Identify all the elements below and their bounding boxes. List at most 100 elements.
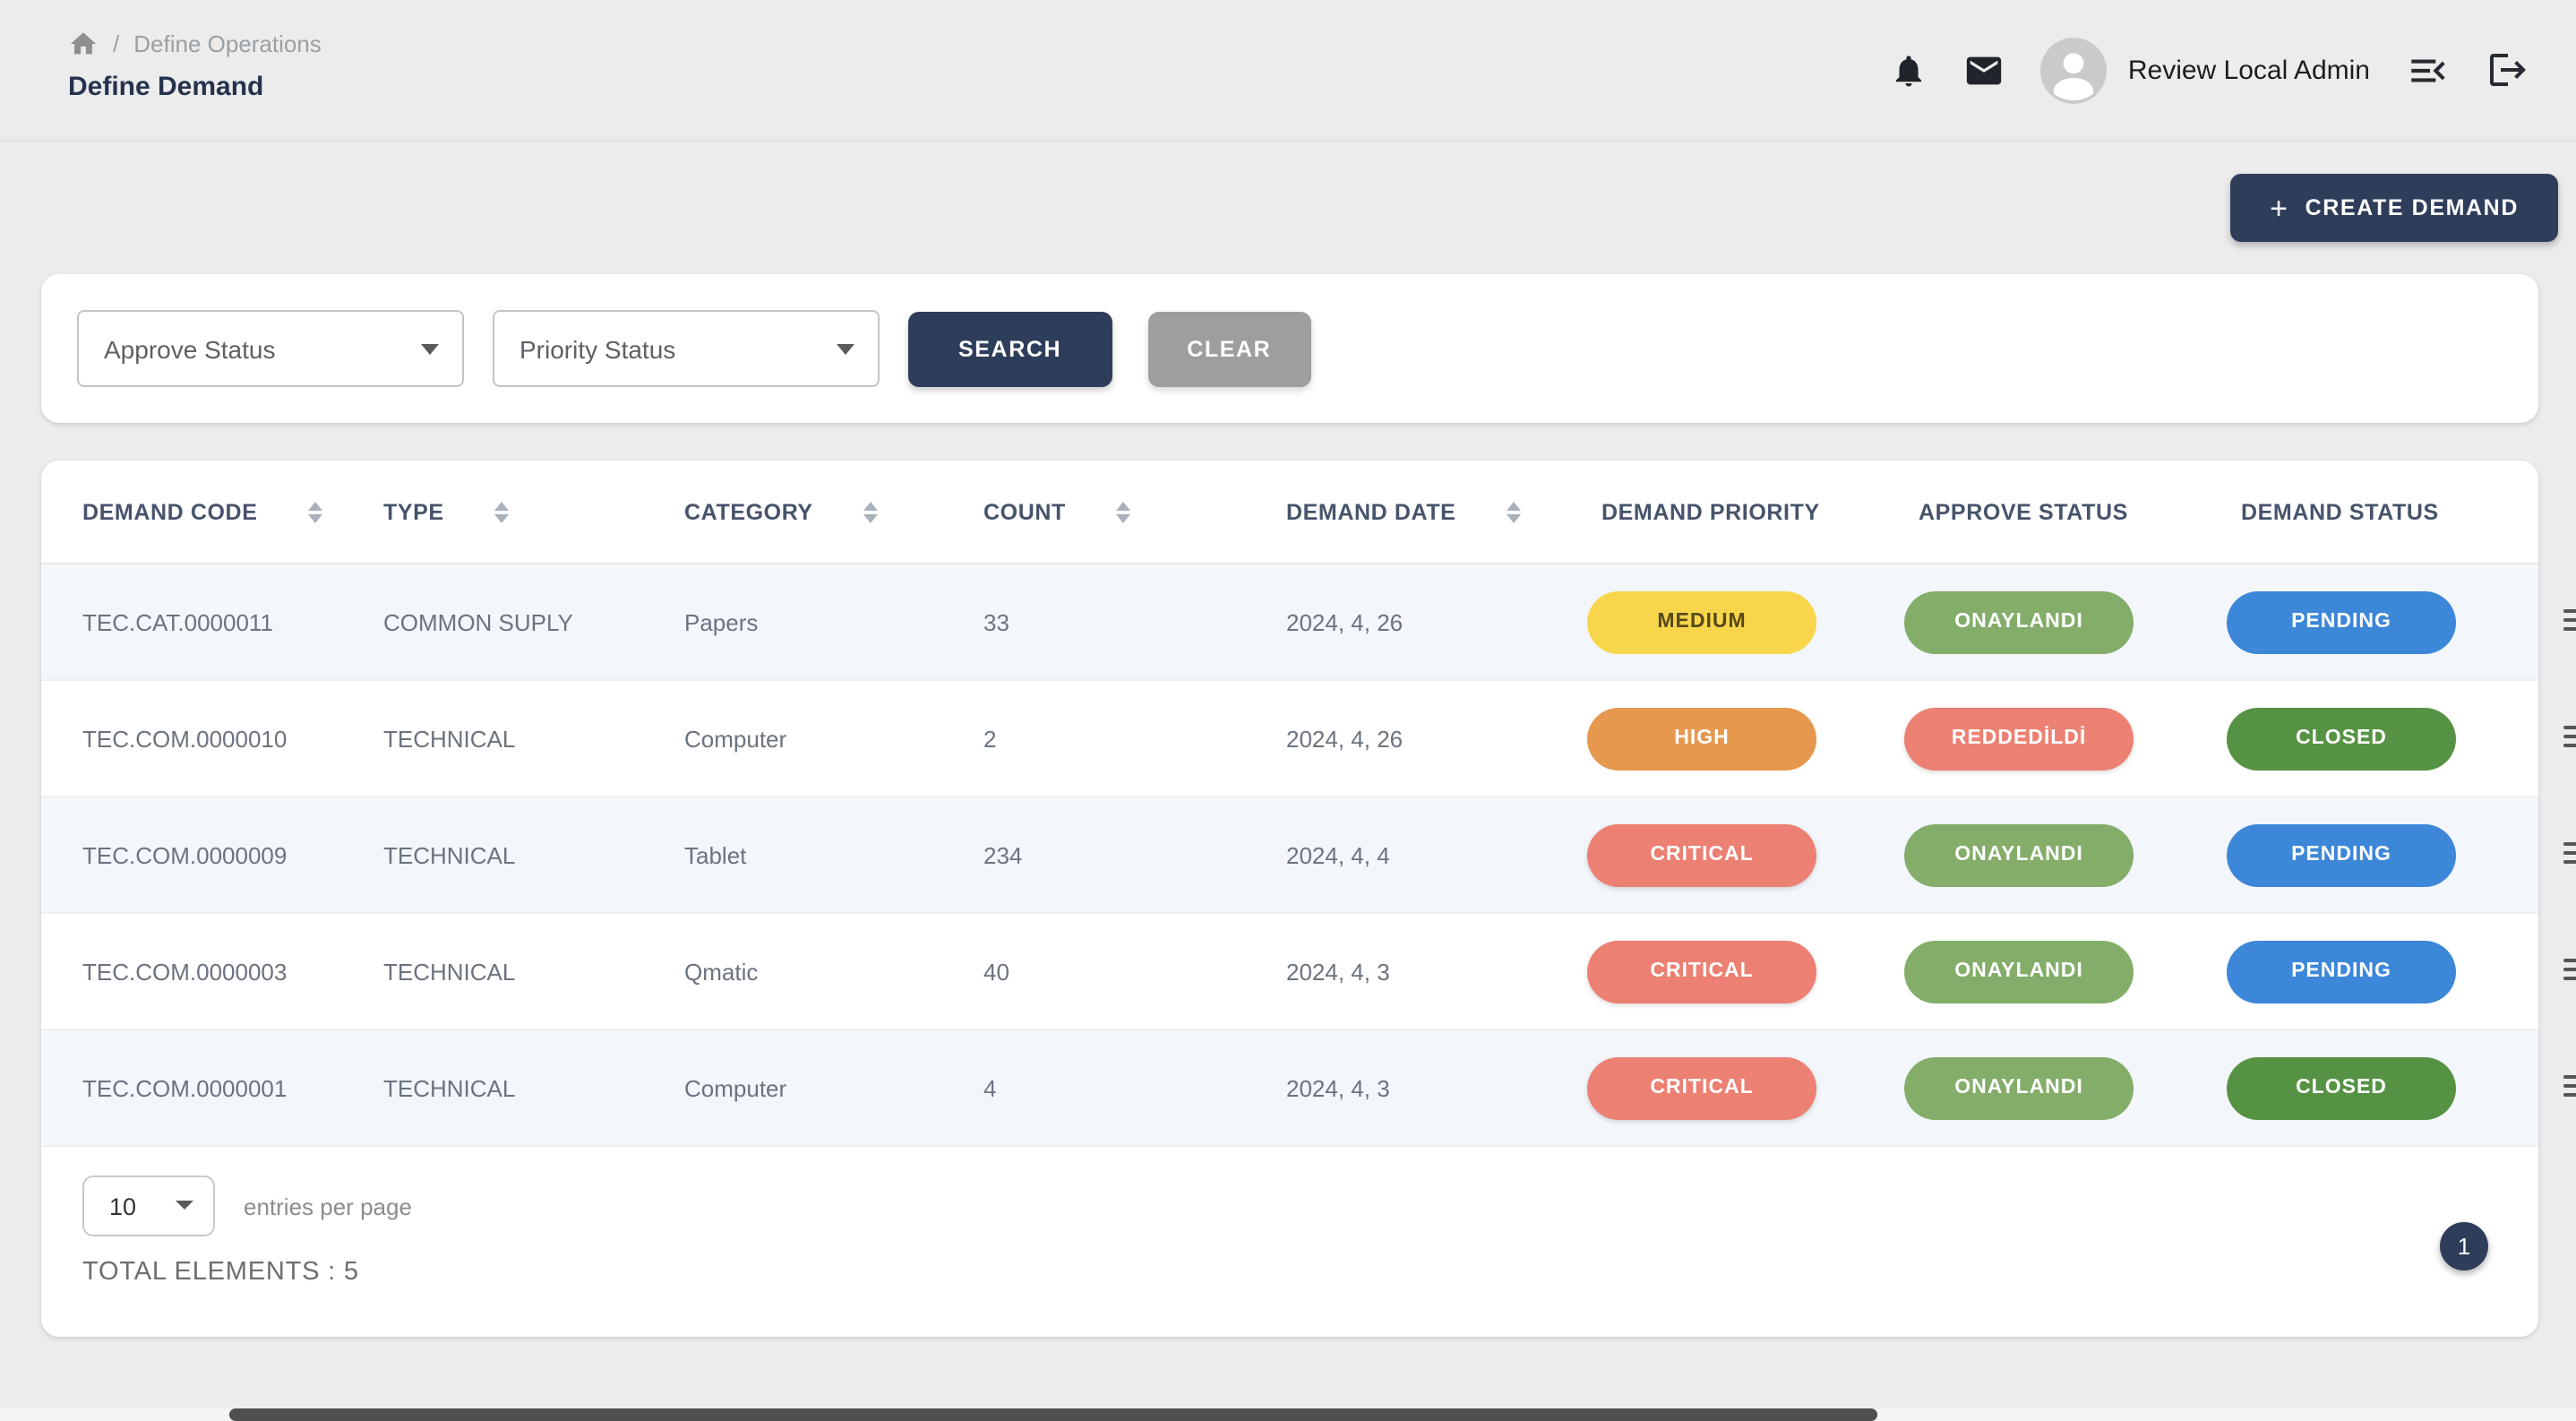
table-header: DEMAND CODE TYPE CATEGORY COUNT DEMAND D… bbox=[41, 461, 2538, 564]
sort-icon[interactable] bbox=[1506, 501, 1521, 522]
cell-category: Qmatic bbox=[684, 958, 759, 985]
column-header-demand-status: DEMAND STATUS bbox=[2241, 499, 2439, 524]
cell-demand-date: 2024, 4, 4 bbox=[1286, 841, 1390, 868]
cell-count: 33 bbox=[983, 608, 1009, 635]
table-row: TEC.COM.0000009 TECHNICAL Tablet 234 202… bbox=[41, 797, 2576, 914]
create-demand-label: CREATE DEMAND bbox=[2305, 195, 2519, 220]
priority-badge: CRITICAL bbox=[1587, 1056, 1816, 1119]
priority-status-select[interactable]: Priority Status bbox=[493, 310, 880, 387]
cell-demand-code: TEC.COM.0000009 bbox=[82, 841, 288, 868]
approve-status-badge: ONAYLANDI bbox=[1904, 823, 2134, 886]
bell-icon[interactable] bbox=[1890, 51, 1928, 89]
cell-demand-code: TEC.COM.0000001 bbox=[82, 1074, 288, 1101]
sort-icon[interactable] bbox=[307, 501, 322, 522]
cell-demand-code: TEC.CAT.0000011 bbox=[82, 608, 273, 635]
page-size-select[interactable]: 10 bbox=[82, 1176, 215, 1236]
demand-status-badge: PENDING bbox=[2227, 590, 2456, 653]
horizontal-scrollbar[interactable] bbox=[229, 1408, 1877, 1421]
cell-type: COMMON SUPLY bbox=[383, 608, 573, 635]
table-row: TEC.COM.0000003 TECHNICAL Qmatic 40 2024… bbox=[41, 914, 2576, 1030]
cell-category: Papers bbox=[684, 608, 759, 635]
filter-card: Approve Status Priority Status SEARCH CL… bbox=[41, 274, 2538, 423]
demand-status-badge: CLOSED bbox=[2227, 1056, 2456, 1119]
create-demand-button[interactable]: + CREATE DEMAND bbox=[2230, 174, 2558, 242]
toolbar-row: + CREATE DEMAND bbox=[0, 142, 2576, 242]
priority-badge: CRITICAL bbox=[1587, 940, 1816, 1003]
table-row: TEC.COM.0000001 TECHNICAL Computer 4 202… bbox=[41, 1030, 2576, 1147]
row-menu-icon[interactable] bbox=[2563, 959, 2576, 980]
top-bar: / Define Operations Define Demand Review… bbox=[0, 0, 2576, 142]
cell-count: 234 bbox=[983, 841, 1023, 868]
cell-demand-date: 2024, 4, 3 bbox=[1286, 958, 1390, 985]
cell-demand-code: TEC.COM.0000003 bbox=[82, 958, 288, 985]
row-menu-icon[interactable] bbox=[2563, 609, 2576, 631]
approve-status-select-value: Approve Status bbox=[104, 334, 276, 363]
total-elements-label: TOTAL ELEMENTS : 5 bbox=[82, 1258, 359, 1287]
demand-status-badge: PENDING bbox=[2227, 940, 2456, 1003]
cell-type: TECHNICAL bbox=[383, 1074, 516, 1101]
column-header-demand-code[interactable]: DEMAND CODE bbox=[82, 499, 383, 524]
column-header-category[interactable]: CATEGORY bbox=[684, 499, 983, 524]
plus-icon: + bbox=[2270, 191, 2289, 225]
logout-icon[interactable] bbox=[2486, 48, 2529, 91]
sort-icon[interactable] bbox=[863, 501, 878, 522]
table-row: TEC.COM.0000010 TECHNICAL Computer 2 202… bbox=[41, 681, 2576, 797]
cell-count: 40 bbox=[983, 958, 1009, 985]
priority-status-select-value: Priority Status bbox=[519, 334, 676, 363]
top-actions: Review Local Admin bbox=[1890, 0, 2576, 140]
entries-per-page-label: entries per page bbox=[244, 1193, 412, 1219]
priority-badge: HIGH bbox=[1587, 707, 1816, 770]
horizontal-scrollbar-track bbox=[0, 1408, 2576, 1421]
approve-status-badge: ONAYLANDI bbox=[1904, 1056, 2134, 1119]
cell-type: TECHNICAL bbox=[383, 841, 516, 868]
column-header-approve-status: APPROVE STATUS bbox=[1919, 499, 2128, 524]
approve-status-badge: ONAYLANDI bbox=[1904, 590, 2134, 653]
caret-down-icon bbox=[421, 343, 439, 354]
row-menu-icon[interactable] bbox=[2563, 726, 2576, 747]
page-title: Define Demand bbox=[68, 72, 264, 102]
caret-down-icon bbox=[176, 1201, 193, 1210]
cell-type: TECHNICAL bbox=[383, 725, 516, 752]
breadcrumb-separator: / bbox=[113, 30, 120, 57]
approve-status-badge: REDDEDİLDİ bbox=[1904, 707, 2134, 770]
page-size-value: 10 bbox=[109, 1193, 137, 1219]
breadcrumb: / Define Operations Define Demand bbox=[0, 0, 322, 140]
clear-button[interactable]: CLEAR bbox=[1147, 311, 1311, 386]
table-footer: 10 entries per page TOTAL ELEMENTS : 5 1 bbox=[41, 1147, 2538, 1337]
row-menu-icon[interactable] bbox=[2563, 842, 2576, 864]
search-button[interactable]: SEARCH bbox=[908, 311, 1112, 386]
avatar[interactable] bbox=[2039, 37, 2107, 103]
cell-count: 4 bbox=[983, 1074, 997, 1101]
cell-category: Tablet bbox=[684, 841, 747, 868]
caret-down-icon bbox=[837, 343, 854, 354]
table-row: TEC.CAT.0000011 COMMON SUPLY Papers 33 2… bbox=[41, 564, 2576, 681]
sort-icon[interactable] bbox=[494, 501, 509, 522]
priority-badge: MEDIUM bbox=[1587, 590, 1816, 653]
column-header-count[interactable]: COUNT bbox=[983, 499, 1286, 524]
column-header-type[interactable]: TYPE bbox=[383, 499, 684, 524]
cell-demand-date: 2024, 4, 3 bbox=[1286, 1074, 1390, 1101]
demand-table: DEMAND CODE TYPE CATEGORY COUNT DEMAND D… bbox=[41, 461, 2576, 1337]
cell-type: TECHNICAL bbox=[383, 958, 516, 985]
approve-status-select[interactable]: Approve Status bbox=[77, 310, 464, 387]
cell-category: Computer bbox=[684, 725, 787, 752]
row-menu-icon[interactable] bbox=[2563, 1075, 2576, 1097]
mail-icon[interactable] bbox=[1963, 49, 2005, 90]
menu-collapse-icon[interactable] bbox=[2406, 47, 2451, 92]
page-1-button[interactable]: 1 bbox=[2440, 1222, 2488, 1270]
priority-badge: CRITICAL bbox=[1587, 823, 1816, 886]
cell-category: Computer bbox=[684, 1074, 787, 1101]
cell-count: 2 bbox=[983, 725, 997, 752]
sort-icon[interactable] bbox=[1115, 501, 1130, 522]
demand-status-badge: PENDING bbox=[2227, 823, 2456, 886]
user-name[interactable]: Review Local Admin bbox=[2127, 55, 2370, 85]
demand-status-badge: CLOSED bbox=[2227, 707, 2456, 770]
home-icon[interactable] bbox=[68, 29, 99, 59]
approve-status-badge: ONAYLANDI bbox=[1904, 940, 2134, 1003]
column-header-demand-date[interactable]: DEMAND DATE bbox=[1286, 499, 1601, 524]
cell-demand-code: TEC.COM.0000010 bbox=[82, 725, 288, 752]
cell-demand-date: 2024, 4, 26 bbox=[1286, 725, 1404, 752]
column-header-demand-priority: DEMAND PRIORITY bbox=[1601, 499, 1820, 524]
breadcrumb-section[interactable]: Define Operations bbox=[133, 30, 322, 57]
